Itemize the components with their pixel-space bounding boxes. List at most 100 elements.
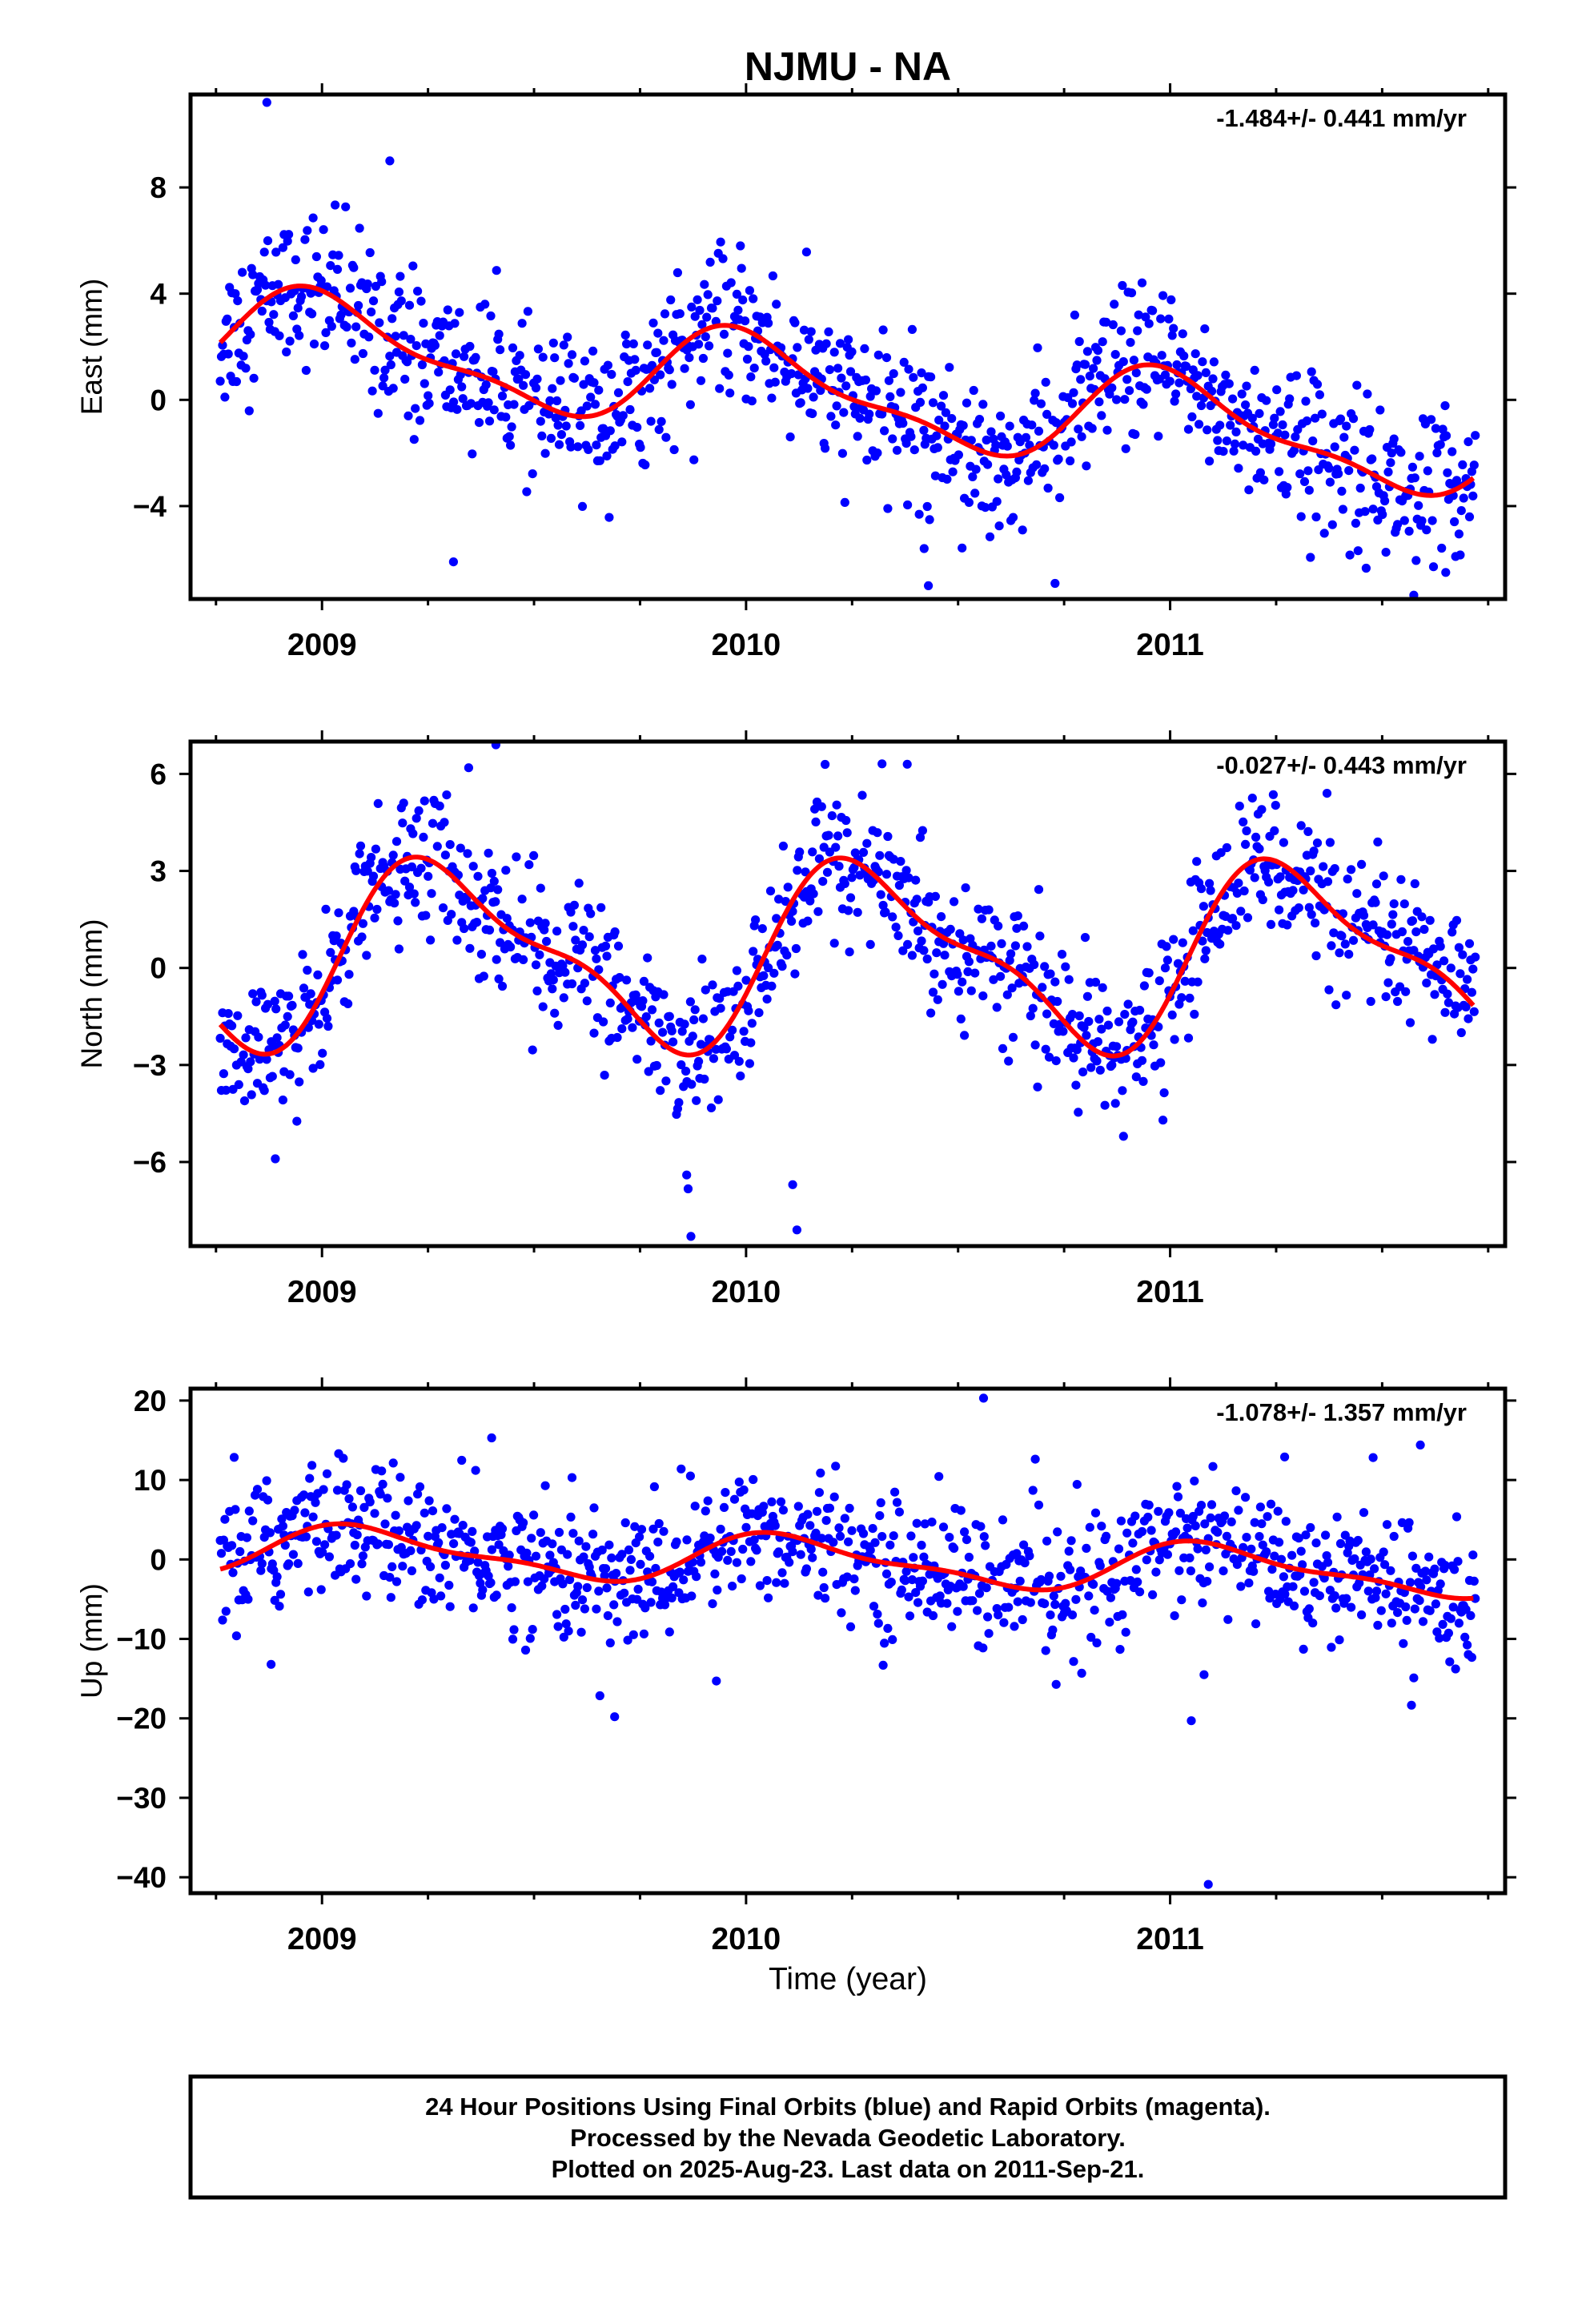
data-point xyxy=(1198,1598,1207,1608)
data-point xyxy=(525,1634,535,1643)
data-point xyxy=(1393,1608,1403,1618)
data-point xyxy=(1381,992,1391,1002)
data-point xyxy=(450,319,460,328)
data-point xyxy=(681,1067,691,1076)
data-point xyxy=(502,914,512,923)
data-point xyxy=(1196,884,1207,894)
x-tick-label: 2009 xyxy=(287,1922,357,1956)
data-point xyxy=(476,950,487,959)
data-point xyxy=(352,1530,362,1540)
data-point xyxy=(896,857,905,866)
data-point xyxy=(420,796,429,806)
data-point xyxy=(1175,1508,1185,1518)
data-point xyxy=(645,1551,655,1561)
data-point xyxy=(492,266,501,275)
data-point xyxy=(728,1582,737,1591)
data-point xyxy=(989,975,998,984)
data-point xyxy=(1373,837,1383,846)
data-point xyxy=(708,980,717,990)
data-point xyxy=(976,1522,986,1531)
data-point xyxy=(653,1538,663,1547)
data-point xyxy=(1304,903,1314,912)
data-point xyxy=(262,1055,271,1064)
data-point xyxy=(326,947,335,957)
data-point xyxy=(636,1559,645,1569)
data-point xyxy=(489,405,499,415)
data-point xyxy=(1066,1565,1075,1574)
data-point xyxy=(394,287,404,297)
data-point xyxy=(648,318,658,328)
data-point xyxy=(934,1472,944,1482)
data-point xyxy=(732,966,742,975)
data-point xyxy=(709,1054,719,1063)
data-point xyxy=(308,1063,318,1073)
data-point xyxy=(782,951,792,960)
data-point xyxy=(937,912,946,922)
data-point xyxy=(1419,924,1429,935)
data-point xyxy=(464,763,474,773)
data-point xyxy=(885,392,895,401)
data-point xyxy=(440,818,449,827)
data-point xyxy=(1227,1517,1236,1526)
data-point xyxy=(688,1031,697,1041)
data-point xyxy=(877,409,887,419)
data-point xyxy=(342,322,351,332)
data-point xyxy=(1425,915,1435,925)
data-point xyxy=(649,1482,660,1492)
data-point xyxy=(811,817,821,826)
data-point xyxy=(1098,983,1107,992)
data-point xyxy=(617,1550,627,1559)
data-point xyxy=(343,999,353,1008)
data-point xyxy=(1126,1576,1135,1586)
data-point xyxy=(1312,838,1323,848)
x-tick-label: 2010 xyxy=(711,1922,781,1956)
data-point xyxy=(1247,1544,1256,1554)
data-point xyxy=(1074,336,1084,347)
data-point xyxy=(1231,427,1241,437)
data-point xyxy=(1092,1638,1102,1648)
data-point xyxy=(919,946,929,955)
data-point xyxy=(1186,384,1195,394)
data-point xyxy=(1061,962,1070,971)
data-point xyxy=(831,842,841,852)
data-point xyxy=(487,1545,497,1554)
data-point xyxy=(388,1458,398,1468)
data-point xyxy=(1273,428,1283,438)
data-point xyxy=(581,1542,591,1551)
data-point xyxy=(646,416,656,426)
data-point xyxy=(689,455,699,464)
data-point xyxy=(1169,935,1178,944)
data-point xyxy=(221,1085,231,1095)
data-point xyxy=(326,261,335,271)
data-point xyxy=(992,497,1002,506)
data-point xyxy=(259,1086,269,1096)
data-point xyxy=(654,1018,664,1027)
data-point xyxy=(935,1591,945,1601)
data-point xyxy=(1157,351,1166,360)
data-point xyxy=(960,1031,970,1040)
data-point xyxy=(1030,1040,1040,1050)
data-point xyxy=(435,1573,444,1582)
data-point xyxy=(963,967,973,976)
data-point xyxy=(1082,991,1092,1001)
data-point xyxy=(300,235,310,244)
data-point xyxy=(772,300,781,309)
data-point xyxy=(632,423,642,432)
data-point xyxy=(658,1027,668,1037)
data-point xyxy=(280,1020,290,1030)
data-point xyxy=(795,847,805,857)
data-point xyxy=(888,434,897,444)
data-point xyxy=(1034,426,1044,436)
data-point xyxy=(592,1604,601,1614)
data-point xyxy=(647,1005,657,1015)
data-point xyxy=(1044,1571,1054,1581)
data-point xyxy=(1285,394,1295,404)
data-point xyxy=(814,1488,824,1498)
data-point xyxy=(332,975,343,985)
data-point xyxy=(1430,1564,1439,1574)
data-point xyxy=(1154,432,1163,441)
outlier-point xyxy=(610,1712,620,1722)
data-point xyxy=(1435,440,1445,449)
data-point xyxy=(1171,389,1181,399)
data-point xyxy=(917,1540,926,1550)
